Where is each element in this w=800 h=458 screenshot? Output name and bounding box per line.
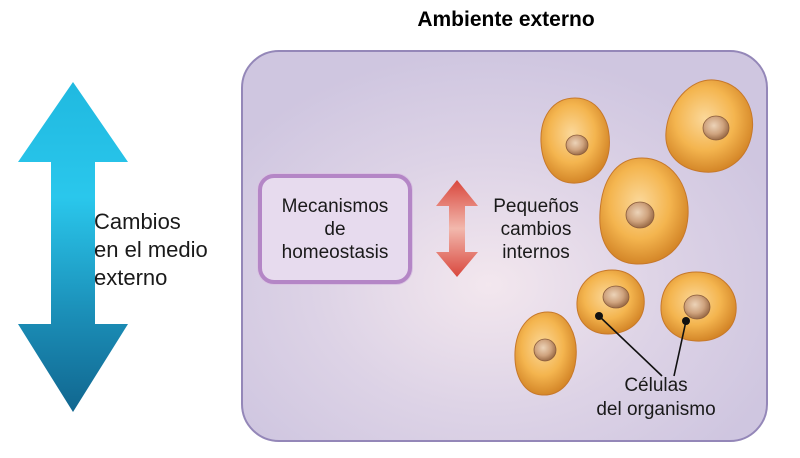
cells-line-1: Células	[624, 375, 688, 396]
cells-line-2: del organismo	[596, 399, 716, 420]
homeostasis-mechanisms-box: Mecanismos de homeostasis	[258, 174, 412, 284]
cell-6	[514, 311, 577, 396]
small-internal-changes-label: Pequeños cambios internos	[480, 195, 592, 264]
cell-5	[660, 271, 737, 342]
mechanisms-line-2: de	[324, 218, 346, 240]
cells-pointer-lines	[595, 312, 690, 377]
external-changes-line-1: Cambios	[94, 209, 181, 234]
cell-2	[665, 79, 754, 173]
internal-changes-arrow-icon	[436, 180, 478, 277]
small-changes-line-2: cambios	[500, 219, 572, 240]
cell-4	[576, 269, 645, 335]
external-changes-line-2: en el medio	[94, 237, 208, 262]
diagram-title: Ambiente externo	[417, 8, 595, 31]
small-changes-line-1: Pequeños	[493, 196, 579, 217]
external-changes-line-3: externo	[94, 265, 168, 290]
mechanisms-line-3: homeostasis	[281, 241, 389, 263]
cell-1	[540, 97, 610, 184]
small-changes-line-3: internos	[502, 242, 570, 263]
cell-3	[599, 157, 689, 265]
organism-cells-label: Células del organismo	[586, 374, 726, 422]
external-changes-label: Cambios en el medio externo	[94, 208, 208, 292]
mechanisms-line-1: Mecanismos	[281, 195, 389, 217]
